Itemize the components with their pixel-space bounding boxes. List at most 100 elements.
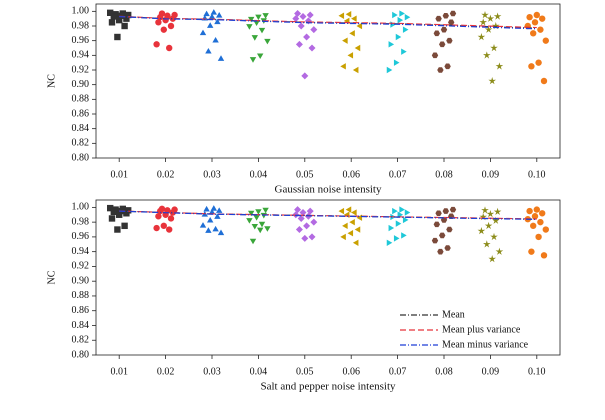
point [530,222,537,230]
point [449,206,457,213]
x-tick-label: 0.10 [528,169,546,180]
plot-frame [95,3,561,159]
point [486,14,495,22]
point [208,13,216,20]
point [439,41,446,48]
point [540,77,548,85]
point [212,225,219,232]
point [166,44,173,52]
point [251,223,259,230]
y-tick-label: 0.90 [72,79,90,90]
y-tick-label: 0.86 [72,305,90,316]
point [169,15,176,22]
y-tick-label: 0.94 [72,246,90,257]
point [214,18,221,25]
point [535,59,542,66]
point [297,214,305,222]
point [255,209,262,215]
point [116,16,123,24]
point [258,221,266,228]
point [153,41,160,48]
point [537,218,544,226]
point [303,222,311,230]
point [444,245,451,251]
point [351,209,357,216]
point [352,239,359,247]
point [308,233,316,241]
point [246,24,253,30]
point [160,222,167,230]
point [490,232,498,241]
point [437,248,444,255]
point [431,237,439,244]
point [481,11,489,19]
point [392,207,398,215]
x-tick-label: 0.01 [110,169,128,180]
point [386,239,393,247]
point [295,40,303,48]
legend-label: Mean [442,309,465,320]
point [484,25,493,33]
point [155,213,162,220]
x-axis-label: Gaussian noise intensity [275,184,382,196]
mean-line [119,210,537,220]
point [246,218,253,224]
x-tick-label: 0.07 [389,169,407,180]
y-tick-label: 0.88 [72,94,90,105]
point [402,26,409,33]
point [493,12,502,20]
point [477,33,486,41]
point [338,207,345,215]
point [493,207,502,216]
point [340,63,346,70]
x-tick-label: 0.10 [528,366,546,377]
legend-label: Mean plus variance [442,324,521,335]
y-tick-label: 1.00 [72,6,90,17]
point [114,33,121,41]
x-axis-label: Salt and pepper noise intensity [260,381,396,393]
y-tick-label: 0.90 [72,275,90,286]
x-tick-label: 0.05 [296,366,314,377]
y-tick-label: 0.92 [72,261,90,272]
point [262,207,269,214]
point [481,206,489,214]
point [537,26,544,33]
point [542,37,549,44]
point [292,15,300,23]
point [356,214,363,221]
point [393,59,400,66]
point [253,20,260,27]
point [206,22,214,28]
point [354,44,361,52]
point [401,232,407,239]
y-tick-label: 0.88 [72,290,90,301]
point [169,209,176,216]
point [479,18,488,26]
point [247,16,255,23]
point [340,233,346,241]
point [533,206,540,213]
point [431,52,439,59]
legend-label: Mean minus variance [442,339,529,350]
point [310,218,318,226]
point [249,238,257,245]
point [256,53,264,60]
point [199,222,207,228]
x-tick-label: 0.09 [482,366,500,377]
point [439,232,446,239]
point [295,226,303,234]
point [258,27,266,34]
point [203,205,210,212]
point [308,44,316,52]
point [442,12,449,19]
point [404,13,411,21]
point [215,207,223,213]
point [108,215,116,222]
point [352,66,359,74]
x-tick-label: 0.07 [389,366,407,377]
point [256,227,264,234]
point [155,19,162,26]
point [388,41,395,48]
y-tick-label: 0.84 [72,320,90,331]
x-tick-label: 0.08 [435,366,453,377]
